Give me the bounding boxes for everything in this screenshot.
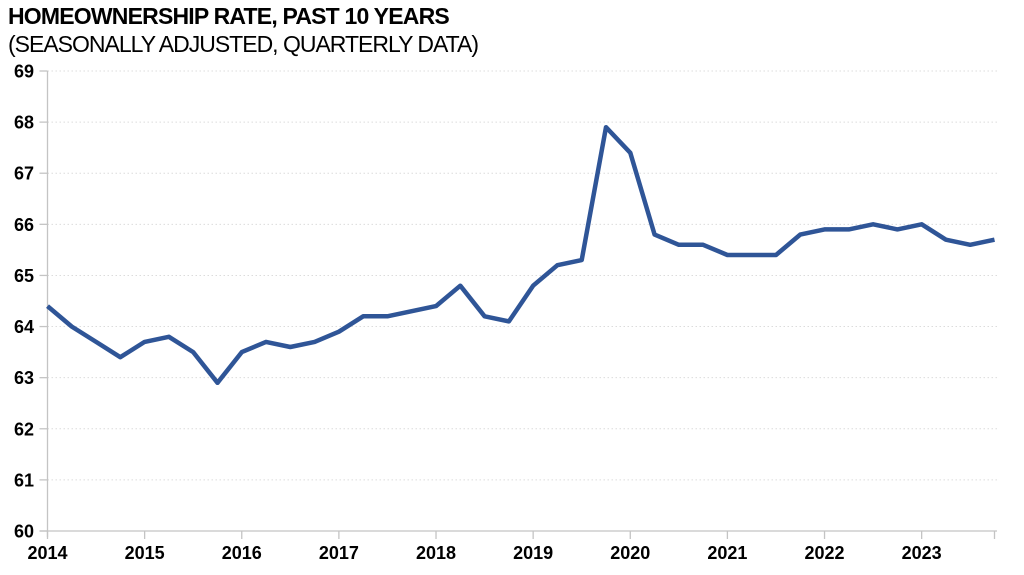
chart-subtitle: (SEASONALLY ADJUSTED, QUARTERLY DATA): [8, 31, 479, 57]
y-tick-label: 64: [14, 317, 34, 337]
y-tick-label: 67: [14, 164, 34, 184]
homeownership-rate-line: [46, 124, 995, 386]
x-tick-label: 2021: [707, 543, 747, 563]
y-tick-label: 60: [14, 522, 34, 542]
x-tick-label: 2017: [319, 543, 359, 563]
y-tick-label: 68: [14, 113, 34, 133]
y-tick-label: 69: [14, 62, 34, 82]
x-tick-label: 2016: [222, 543, 262, 563]
chart-title: HOMEOWNERSHIP RATE, PAST 10 YEARS: [8, 3, 450, 29]
y-tick-label: 61: [14, 470, 34, 490]
y-tick-label: 66: [14, 215, 34, 235]
y-tick-label: 65: [14, 266, 34, 286]
x-tick-label: 2019: [513, 543, 553, 563]
x-tick-label: 2020: [610, 543, 650, 563]
x-tick-label: 2015: [125, 543, 165, 563]
y-tick-label: 62: [14, 419, 34, 439]
x-tick-label: 2022: [805, 543, 845, 563]
x-tick-label: 2014: [27, 543, 67, 563]
x-tick-label: 2023: [902, 543, 942, 563]
x-tick-label: 2018: [416, 543, 456, 563]
y-tick-label: 63: [14, 368, 34, 388]
